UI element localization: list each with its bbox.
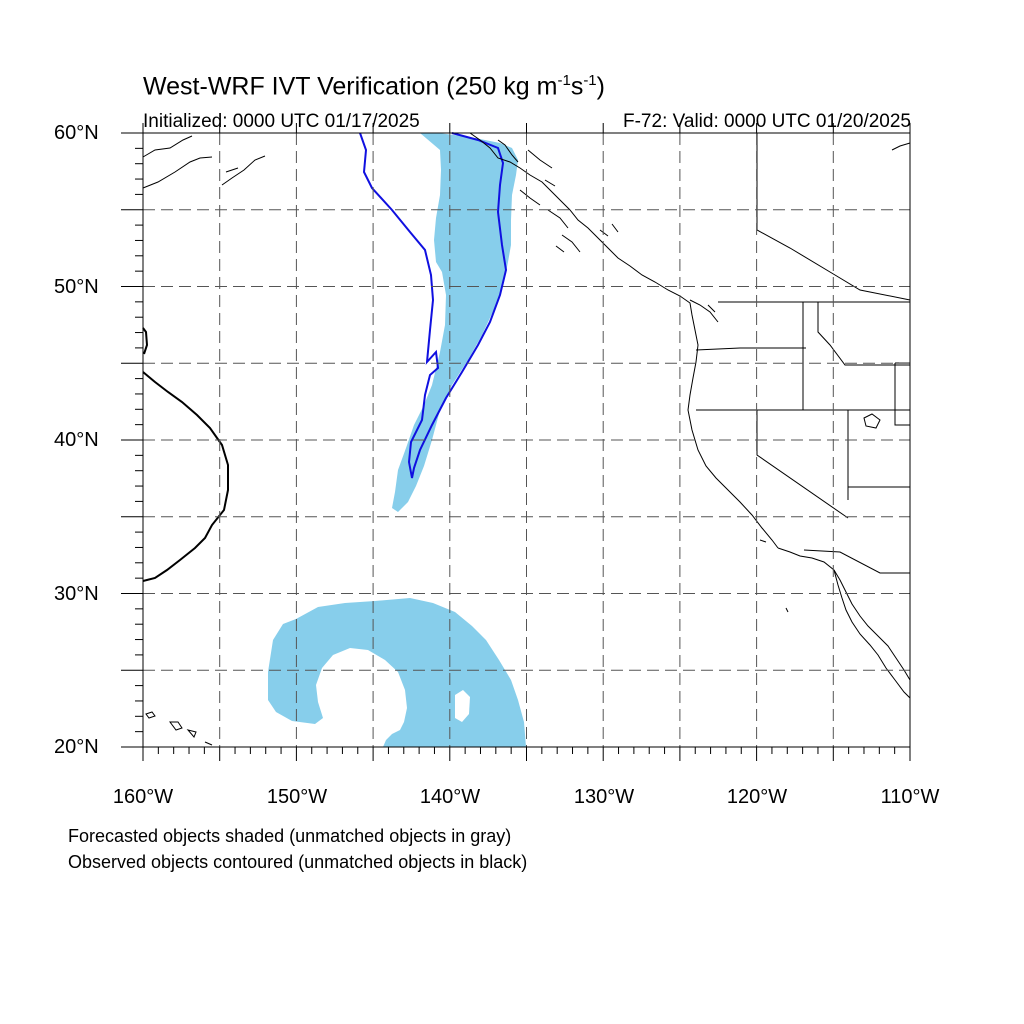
observed-ar-contour: [359, 132, 508, 479]
lat-label-20n: 20°N: [54, 736, 99, 758]
legend-forecast-note: Forecasted objects shaded (unmatched obj…: [68, 826, 512, 846]
forecast-object-south: [268, 598, 526, 747]
axis-ticks: [121, 123, 911, 761]
lon-label-150w: 150°W: [266, 786, 328, 808]
alaska-panhandle-coast: [469, 132, 779, 549]
lon-label-140w: 140°W: [419, 786, 481, 808]
alaska-coast-northwest: [142, 135, 266, 189]
lon-label-130w: 130°W: [573, 786, 635, 808]
forecast-objects: [268, 133, 526, 747]
lat-label-30n: 30°N: [54, 583, 99, 605]
canada-coast-north: [497, 139, 556, 187]
lon-label-110w: 110°W: [880, 786, 940, 808]
lat-label-40n: 40°N: [54, 429, 99, 451]
lat-label-60n: 60°N: [54, 122, 99, 144]
lon-label-160w: 160°W: [112, 786, 174, 808]
us-west-coast: [777, 547, 911, 681]
lake-features: [863, 413, 881, 429]
island-small: [759, 539, 789, 613]
legend-observed-note: Observed objects contoured (unmatched ob…: [68, 852, 528, 872]
canada-coast-northeast: [891, 142, 911, 151]
graticule-grid: [143, 133, 910, 747]
forecast-ar-object-north: [392, 133, 518, 512]
alaska-islands: [519, 189, 719, 323]
forecast-object-south-hole: [455, 690, 470, 722]
lon-label-120w: 120°W: [726, 786, 788, 808]
hawaii-islands: [145, 711, 213, 746]
valid-time: F-72: Valid: 0000 UTC 01/20/2025: [623, 111, 911, 132]
baja-california: [833, 569, 911, 699]
observed-unmatched-contour-edge: [142, 327, 149, 355]
state-borders: [695, 133, 911, 574]
initialized-time: Initialized: 0000 UTC 01/17/2025: [143, 111, 420, 132]
observed-unmatched-contour: [142, 371, 229, 582]
lat-label-50n: 50°N: [54, 276, 99, 298]
figure-title: West-WRF IVT Verification (250 kg m-1s-1…: [143, 72, 605, 101]
